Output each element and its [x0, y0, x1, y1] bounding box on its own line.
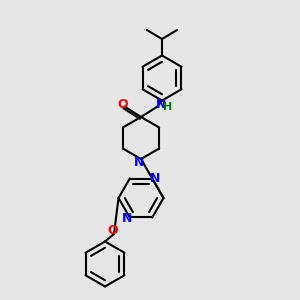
Text: O: O: [107, 224, 118, 238]
Text: H: H: [164, 102, 172, 112]
Text: N: N: [122, 212, 133, 226]
Text: N: N: [156, 98, 166, 112]
Text: N: N: [150, 172, 160, 185]
Text: N: N: [134, 155, 145, 169]
Text: O: O: [118, 98, 128, 111]
